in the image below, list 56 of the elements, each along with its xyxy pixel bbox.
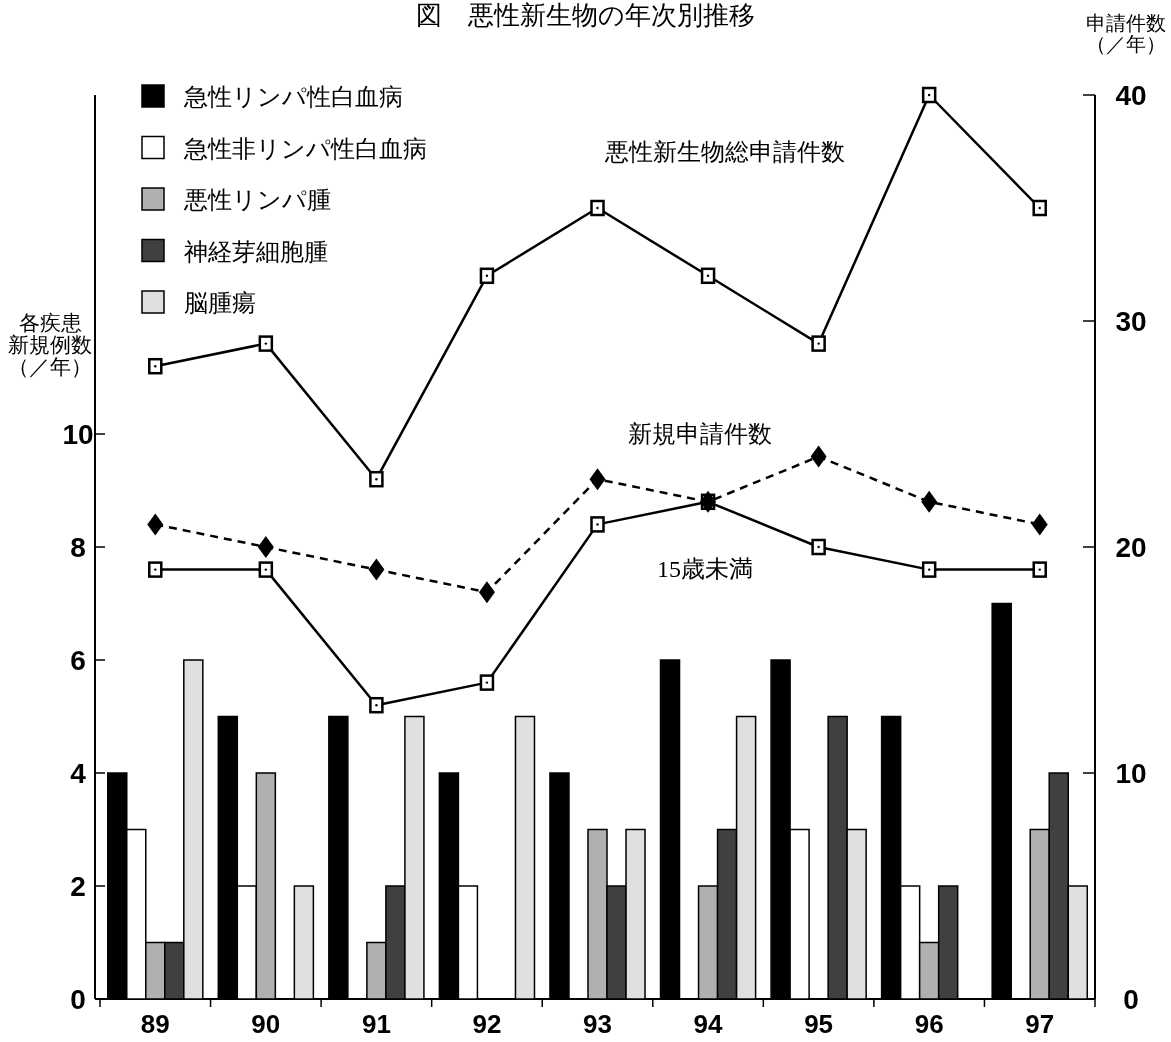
point — [479, 267, 495, 285]
title: 図 悪性新生物の年次別推移 — [416, 0, 755, 30]
y2-axis-title: 申請件数（／年） — [1086, 12, 1166, 55]
point — [1032, 561, 1047, 578]
legend-label: 神経芽細胞腫 — [184, 237, 328, 265]
point — [811, 335, 826, 352]
point — [148, 357, 163, 375]
point — [478, 581, 495, 604]
x-tick-label: 89 — [140, 1009, 170, 1039]
y2-tick-label: 10 — [1115, 758, 1147, 789]
point — [700, 267, 716, 285]
x-tick-label: 94 — [693, 1009, 724, 1039]
y-tick-label: 10 — [62, 419, 94, 450]
y-tick-label: 8 — [70, 532, 86, 563]
point — [369, 696, 384, 714]
point — [258, 335, 274, 352]
series-label: 15歳未満 — [657, 556, 753, 582]
point — [921, 561, 937, 578]
y-tick-label: 2 — [70, 871, 86, 902]
point — [1031, 513, 1048, 536]
y2-tick-label: 20 — [1115, 532, 1147, 563]
series-label: 悪性新生物総申請件数 — [604, 139, 845, 165]
x-tick-label: 95 — [804, 1009, 834, 1039]
point — [368, 558, 385, 581]
point — [369, 470, 384, 488]
x-tick-label: 90 — [251, 1009, 281, 1039]
series-label: 新規申請件数 — [628, 421, 772, 447]
point — [811, 538, 826, 556]
x-tick-label: 96 — [914, 1009, 944, 1039]
legend-label: 悪性リンパ腫 — [183, 186, 331, 213]
point — [590, 199, 605, 217]
y2-tick-label: 40 — [1115, 80, 1147, 111]
legend-label: 急性非リンパ性白血病 — [183, 134, 427, 162]
y-tick-label: 0 — [70, 984, 86, 1015]
point — [479, 674, 495, 691]
point — [257, 536, 274, 558]
y-tick-label: 6 — [70, 645, 86, 676]
point — [810, 445, 827, 468]
point — [589, 468, 606, 491]
point — [590, 516, 605, 533]
legend-label: 脳腫瘍 — [184, 289, 256, 316]
y-tick-label: 4 — [70, 758, 87, 789]
y2-tick-label: 0 — [1123, 984, 1139, 1015]
x-tick-label: 91 — [361, 1009, 391, 1039]
point — [921, 86, 937, 104]
point — [258, 561, 274, 578]
y-axis-title: 各疾患新規例数（／年） — [8, 311, 92, 379]
x-tick-label: 93 — [583, 1009, 612, 1039]
point — [921, 490, 938, 513]
y2-tick-label: 30 — [1115, 306, 1147, 337]
x-tick-label: 97 — [1025, 1009, 1055, 1039]
point — [147, 513, 164, 536]
legend-label: 急性リンパ性白血病 — [183, 83, 403, 110]
x-tick-label: 92 — [472, 1009, 502, 1039]
point — [148, 561, 163, 578]
point — [1032, 199, 1047, 217]
